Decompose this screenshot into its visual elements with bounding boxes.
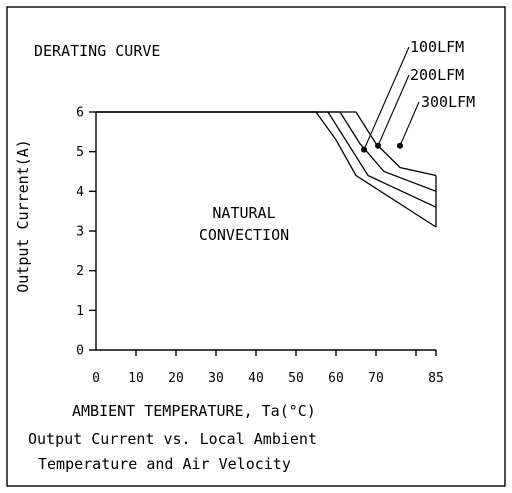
x-tick-label: 60: [328, 371, 344, 386]
legend-label-100lfm: 100LFM: [410, 38, 464, 56]
chart-title: DERATING CURVE: [34, 42, 160, 60]
x-tick-label: 70: [368, 371, 384, 386]
leader-line: [377, 74, 410, 146]
x-axis-label: AMBIENT TEMPERATURE, Ta(°C): [72, 402, 316, 420]
leader-line: [399, 101, 420, 146]
derating-curve-200lfm: [96, 111, 437, 192]
x-tick-label: 40: [248, 371, 264, 386]
y-tick-label: 4: [76, 185, 84, 200]
legend-label-300lfm: 300LFM: [421, 93, 475, 111]
derating-curve-300lfm: [96, 111, 437, 177]
y-tick-label: 5: [76, 145, 84, 160]
legend-label-200lfm: 200LFM: [410, 66, 464, 84]
x-tick-label: 0: [92, 371, 100, 386]
x-tick-label: 10: [128, 371, 144, 386]
annotation-line-1: NATURAL: [212, 204, 275, 222]
curve-marker: [375, 142, 381, 149]
caption-line-2: Temperature and Air Velocity: [38, 455, 291, 473]
x-tick-label: 85: [428, 371, 444, 386]
y-axis-label: Output Current(A): [14, 139, 32, 293]
y-tick-label: 6: [76, 106, 84, 121]
annotation-line-2: CONVECTION: [199, 226, 289, 244]
caption-line-1: Output Current vs. Local Ambient: [28, 430, 317, 448]
x-tick-label: 20: [168, 371, 184, 386]
leader-line: [363, 46, 410, 150]
x-tick-label: 50: [288, 371, 304, 386]
curve-marker: [397, 142, 403, 149]
x-tick-label: 30: [208, 371, 224, 386]
derating-curve-100lfm: [96, 111, 437, 208]
y-tick-label: 3: [76, 225, 84, 240]
curve-marker: [361, 146, 367, 153]
y-tick-label: 0: [76, 344, 84, 359]
y-tick-label: 1: [76, 304, 84, 319]
y-tick-label: 2: [76, 264, 84, 279]
figure-frame: [6, 6, 506, 487]
